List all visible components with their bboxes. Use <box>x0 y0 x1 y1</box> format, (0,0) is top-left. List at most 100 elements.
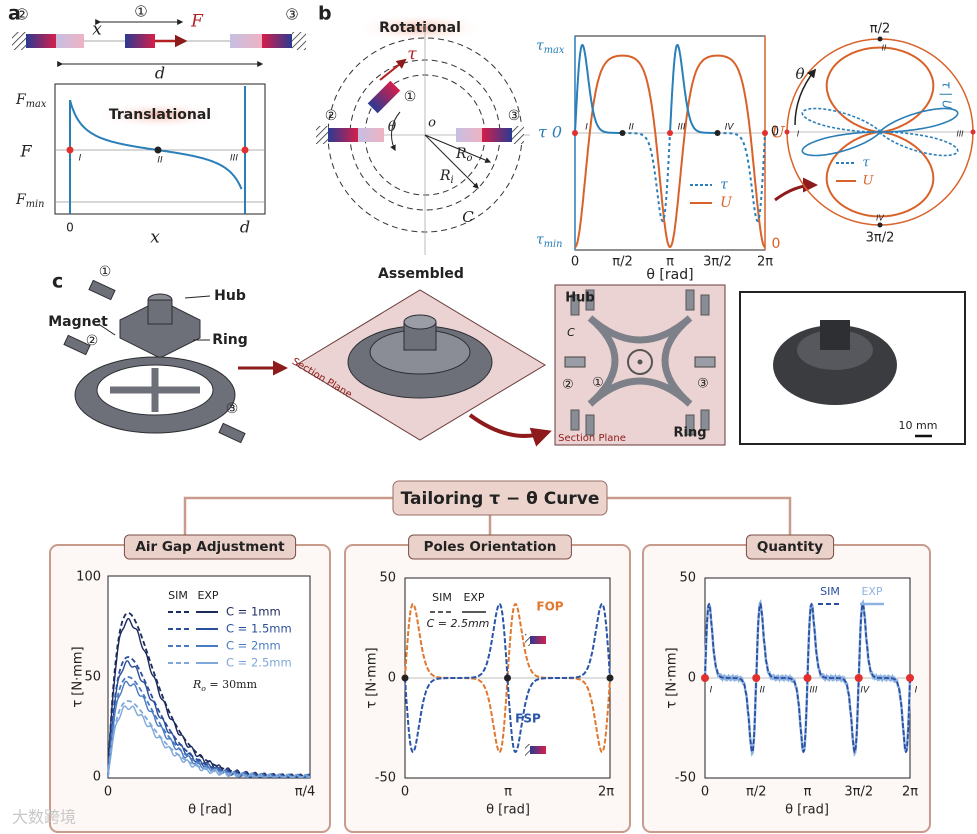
main: F <box>15 92 27 108</box>
label: II <box>157 156 163 166</box>
label: Tailoring τ − θ Curve <box>401 489 600 509</box>
label: U <box>863 174 875 189</box>
label: 50 <box>84 670 101 685</box>
icon-wall <box>525 744 530 756</box>
label: II <box>629 123 635 133</box>
line <box>424 134 492 163</box>
label: 3π/2 <box>866 231 895 246</box>
label: ② <box>325 108 338 124</box>
label: θ <box>795 65 804 83</box>
section-block <box>585 414 595 436</box>
label: U <box>771 123 785 142</box>
panel-label: b <box>318 3 332 25</box>
label: C <box>567 326 575 339</box>
panel-header <box>745 534 835 560</box>
subscript: max <box>26 99 47 110</box>
label: C = 1mm <box>226 605 281 619</box>
magnet-rod <box>88 279 116 301</box>
label: 2π <box>598 785 614 800</box>
label: III <box>810 686 818 696</box>
label: III <box>230 154 238 164</box>
sub-label: Ro = 30mm <box>192 678 258 693</box>
polar-torque <box>879 131 959 157</box>
panel-header <box>123 534 297 560</box>
label: U <box>720 195 733 211</box>
magnet-ghost <box>358 128 384 142</box>
subscript: o <box>467 153 473 164</box>
point <box>784 129 790 135</box>
panel-label: a <box>8 3 21 25</box>
point <box>637 359 643 365</box>
label: -50 <box>675 771 696 786</box>
label: π <box>666 255 674 270</box>
point <box>803 674 812 682</box>
wall <box>316 126 328 144</box>
title-glow <box>355 14 485 42</box>
label: 2π <box>902 785 918 800</box>
label: ② <box>15 6 28 24</box>
point <box>667 130 673 136</box>
magnet <box>482 128 512 142</box>
magnet-rod <box>218 422 246 444</box>
label: Hub <box>214 288 246 304</box>
label: 0 <box>772 236 781 252</box>
label: I <box>915 686 918 696</box>
point <box>762 130 768 136</box>
plot-frame <box>107 575 311 779</box>
label: SIM <box>820 585 840 598</box>
label: τ [N·mm] <box>71 646 86 707</box>
subscript: min <box>26 199 45 210</box>
label: Quantity <box>757 539 823 555</box>
point <box>154 146 162 154</box>
energy-curve <box>574 54 766 249</box>
subscript: i <box>451 175 454 186</box>
label: FOP <box>536 600 563 614</box>
magnet-ghost <box>230 34 262 48</box>
label: Magnet <box>48 314 108 330</box>
point <box>877 222 883 228</box>
label: Poles Orientation <box>424 539 557 555</box>
title-box <box>392 480 608 516</box>
torque-curve <box>717 132 766 223</box>
label: x <box>92 20 102 40</box>
point <box>66 146 74 154</box>
icon-magnet <box>530 636 546 644</box>
point <box>606 674 614 682</box>
label: Rotational <box>379 20 461 36</box>
icon-magnet <box>530 746 546 754</box>
label: -50 <box>375 771 396 786</box>
label: EXP <box>861 585 882 598</box>
magnet <box>262 34 292 48</box>
label: 0 <box>66 221 74 235</box>
section-magnet <box>694 356 716 368</box>
label: Hub <box>565 291 594 306</box>
point <box>701 674 709 682</box>
label: 0 <box>93 770 101 785</box>
label: θ [rad] <box>646 267 693 283</box>
exp-curve <box>107 705 310 778</box>
theta-arc <box>390 111 401 152</box>
label: EXP <box>463 591 484 604</box>
label: EXP <box>197 589 218 602</box>
sub-label: Ro <box>455 146 473 164</box>
arrow <box>468 413 552 447</box>
point <box>619 130 626 136</box>
label: π <box>804 785 812 800</box>
sub-label: Fmax <box>15 92 47 110</box>
panel-label: c <box>52 271 63 293</box>
section-magnet <box>564 356 586 368</box>
label: Ring <box>212 332 248 348</box>
wall <box>292 32 306 50</box>
label: IV <box>876 214 884 223</box>
label: IV <box>725 123 735 133</box>
label: π/2 <box>746 785 766 800</box>
label: Section Plane <box>558 433 626 444</box>
label: C = 2.5mm <box>427 617 490 630</box>
point <box>752 674 761 682</box>
section-block <box>585 289 595 311</box>
label: IV <box>860 686 870 696</box>
torque-curve <box>669 43 718 134</box>
label: x <box>150 228 160 248</box>
point <box>877 36 883 42</box>
